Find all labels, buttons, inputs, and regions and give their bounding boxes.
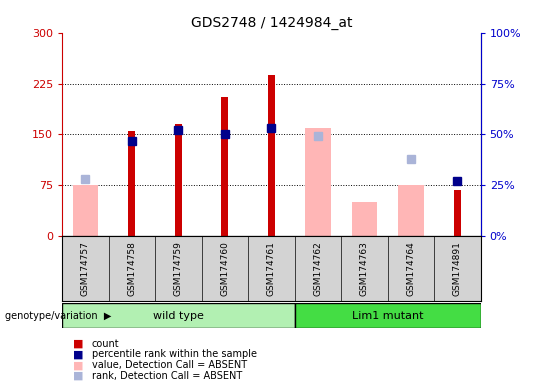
Text: Lim1 mutant: Lim1 mutant [352,311,423,321]
Text: GSM174759: GSM174759 [174,242,183,296]
Bar [62,303,295,328]
Text: GSM174760: GSM174760 [220,242,230,296]
Text: ■: ■ [73,360,83,370]
Bar [352,202,377,236]
Text: genotype/variation  ▶: genotype/variation ▶ [5,311,112,321]
Bar [295,303,481,328]
Bar [221,97,228,236]
Text: count: count [92,339,119,349]
Text: GSM174758: GSM174758 [127,242,136,296]
Bar [175,124,182,236]
Text: ■: ■ [73,339,83,349]
Bar [129,131,136,236]
Text: percentile rank within the sample: percentile rank within the sample [92,349,257,359]
Text: GSM174762: GSM174762 [313,242,322,296]
Text: value, Detection Call = ABSENT: value, Detection Call = ABSENT [92,360,247,370]
Text: rank, Detection Call = ABSENT: rank, Detection Call = ABSENT [92,371,242,381]
Bar [72,185,98,236]
Text: GSM174891: GSM174891 [453,242,462,296]
Text: GSM174763: GSM174763 [360,242,369,296]
Text: GSM174757: GSM174757 [81,242,90,296]
Bar [305,127,330,236]
Bar [398,185,424,236]
Text: ■: ■ [73,371,83,381]
Text: GSM174764: GSM174764 [407,242,415,296]
Bar [268,75,275,236]
Bar [454,190,461,236]
Text: wild type: wild type [153,311,204,321]
Title: GDS2748 / 1424984_at: GDS2748 / 1424984_at [191,16,352,30]
Text: GSM174761: GSM174761 [267,242,276,296]
Text: ■: ■ [73,349,83,359]
